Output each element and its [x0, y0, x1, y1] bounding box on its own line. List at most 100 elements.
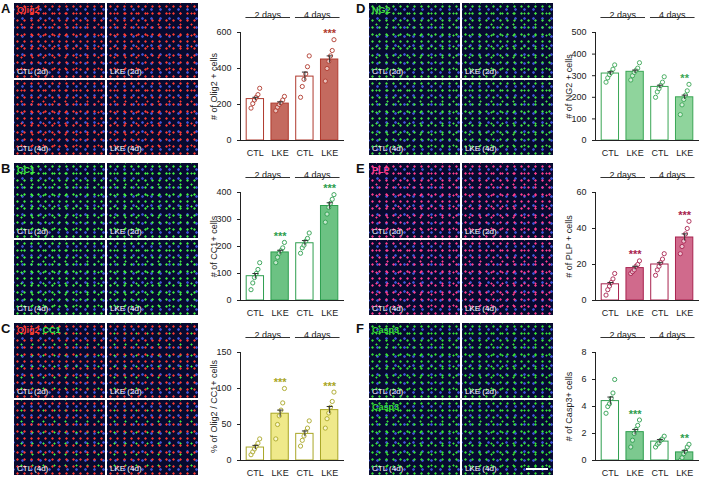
html-text:C: C [1, 321, 11, 336]
svg-text:4 days: 4 days [304, 330, 331, 340]
html-text:PLP: PLP [372, 165, 390, 175]
svg-text:200: 200 [216, 241, 232, 252]
svg-text:150: 150 [216, 347, 231, 357]
svg-text:LKE: LKE [321, 468, 338, 478]
svg-text:CTL: CTL [247, 308, 264, 318]
svg-text:CTL: CTL [651, 308, 668, 318]
svg-text:400: 400 [216, 187, 231, 197]
svg-text:LKE: LKE [627, 308, 644, 318]
svg-text:100: 100 [571, 113, 587, 124]
svg-text:4 days: 4 days [304, 170, 331, 180]
html-text:A: A [1, 1, 11, 16]
svg-text:**: ** [680, 72, 689, 84]
svg-text:LKE: LKE [676, 308, 693, 318]
svg-text:60: 60 [576, 187, 586, 197]
html-text:B: B [1, 161, 11, 176]
svg-text:2 days: 2 days [254, 330, 281, 340]
html-text:CTL (4d): CTL (4d) [17, 144, 49, 153]
svg-text:***: *** [629, 248, 643, 260]
svg-text:***: *** [323, 380, 337, 392]
svg-text:4 days: 4 days [659, 330, 686, 340]
svg-text:100: 100 [216, 383, 232, 394]
svg-text:200: 200 [571, 92, 587, 103]
html-text:LKE (4d): LKE (4d) [110, 144, 142, 153]
svg-text:4 days: 4 days [304, 10, 331, 20]
html-text:Olig2 CC1: Olig2 CC1 [17, 325, 61, 335]
svg-text:LKE: LKE [627, 468, 644, 478]
svg-text:0: 0 [226, 455, 231, 465]
svg-text:CTL: CTL [602, 148, 619, 158]
html-text:CC1: CC1 [17, 165, 35, 175]
svg-text:2 days: 2 days [254, 10, 281, 20]
svg-text:CTL: CTL [296, 468, 313, 478]
svg-text:50: 50 [221, 419, 231, 429]
svg-text:***: *** [323, 182, 337, 194]
svg-text:2 days: 2 days [609, 10, 636, 20]
html-text:LKE (2d): LKE (2d) [110, 67, 142, 76]
svg-text:600: 600 [216, 27, 231, 37]
html-text:CTL (2d): CTL (2d) [17, 387, 49, 396]
html-text:Olig2: Olig2 [17, 5, 40, 15]
svg-text:***: *** [323, 27, 337, 39]
svg-text:200: 200 [216, 99, 232, 110]
html-text:Casp3: Casp3 [372, 325, 399, 335]
svg-text:CTL: CTL [651, 468, 668, 478]
svg-text:0: 0 [226, 135, 231, 145]
svg-text:2 days: 2 days [609, 170, 636, 180]
svg-text:% of Olig2 / CC1+ cells: % of Olig2 / CC1+ cells [209, 360, 219, 453]
svg-text:400: 400 [571, 49, 587, 59]
svg-text:***: *** [629, 408, 643, 420]
html-text:D: D [356, 1, 366, 16]
svg-text:8: 8 [581, 347, 586, 357]
svg-text:40: 40 [576, 223, 586, 233]
svg-text:2: 2 [581, 428, 586, 438]
svg-text:LKE: LKE [272, 308, 289, 318]
svg-text:300: 300 [216, 214, 232, 225]
svg-text:0: 0 [581, 295, 586, 305]
svg-text:**: ** [680, 432, 689, 444]
svg-text:4: 4 [581, 401, 586, 411]
svg-text:0: 0 [581, 135, 586, 145]
svg-text:100: 100 [216, 268, 232, 279]
html-text:LKE (4d): LKE (4d) [110, 304, 142, 313]
html-text:CTL (2d): CTL (2d) [17, 67, 49, 76]
svg-text:# of CC1+ cells: # of CC1+ cells [209, 215, 219, 277]
svg-text:CTL: CTL [247, 468, 264, 478]
svg-text:CTL: CTL [296, 148, 313, 158]
svg-text:***: *** [274, 230, 288, 242]
svg-text:***: *** [274, 376, 288, 388]
svg-text:LKE: LKE [676, 148, 693, 158]
svg-text:# of PLP + cells: # of PLP + cells [564, 215, 574, 278]
svg-text:0: 0 [581, 455, 586, 465]
svg-text:CTL: CTL [247, 148, 264, 158]
svg-text:LKE: LKE [272, 148, 289, 158]
svg-text:***: *** [678, 209, 692, 221]
svg-text:CTL: CTL [651, 148, 668, 158]
svg-text:# of Casp3+ cells: # of Casp3+ cells [564, 371, 574, 441]
svg-text:0: 0 [226, 295, 231, 305]
svg-text:CTL: CTL [602, 468, 619, 478]
svg-text:# of Olig2 + cells: # of Olig2 + cells [209, 53, 219, 120]
svg-text:4 days: 4 days [659, 10, 686, 20]
html-text:Casp3: Casp3 [372, 402, 399, 412]
svg-text:CTL: CTL [296, 308, 313, 318]
svg-text:LKE: LKE [321, 308, 338, 318]
svg-text:4 days: 4 days [659, 170, 686, 180]
svg-text:6: 6 [581, 374, 586, 384]
svg-text:500: 500 [571, 27, 586, 37]
svg-text:LKE: LKE [321, 148, 338, 158]
html-text:LKE (2d): LKE (2d) [110, 227, 142, 236]
svg-text:LKE: LKE [272, 468, 289, 478]
svg-text:# of NG2 + cells: # of NG2 + cells [564, 54, 574, 119]
svg-text:20: 20 [576, 259, 586, 269]
svg-text:400: 400 [216, 63, 232, 74]
svg-text:300: 300 [571, 70, 587, 81]
svg-text:LKE: LKE [676, 468, 693, 478]
html-text:CTL (4d): CTL (4d) [17, 304, 49, 313]
svg-text:LKE: LKE [627, 148, 644, 158]
svg-text:CTL: CTL [602, 308, 619, 318]
svg-text:2 days: 2 days [609, 330, 636, 340]
html-text:CTL (2d): CTL (2d) [17, 227, 49, 236]
html-text:NG2: NG2 [372, 5, 391, 15]
svg-text:2 days: 2 days [254, 170, 281, 180]
